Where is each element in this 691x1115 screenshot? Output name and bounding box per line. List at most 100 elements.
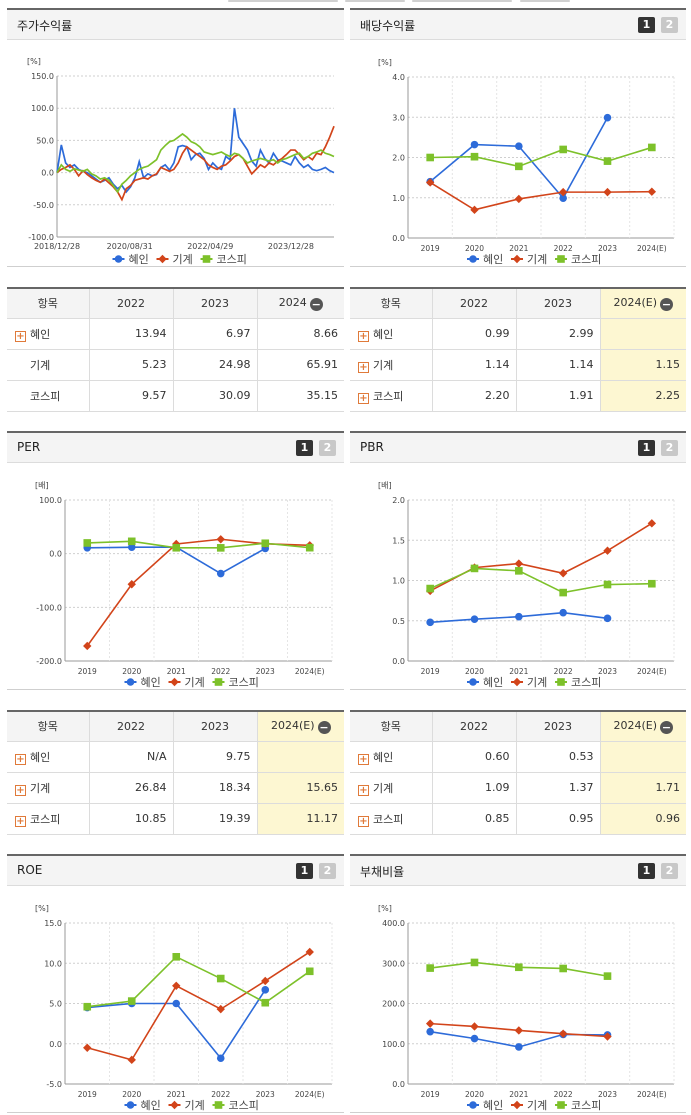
row-label: + 혜인 (7, 318, 89, 350)
chart-view-2-button[interactable]: 2 (661, 17, 678, 33)
chart-view-1-button[interactable]: 1 (638, 440, 655, 456)
series-line (56, 132, 335, 194)
legend-label: 코스피 (571, 1099, 601, 1112)
chart-view-2-button[interactable]: 2 (661, 863, 678, 879)
series-line (87, 955, 311, 1008)
chart-view-2-button[interactable]: 2 (319, 863, 336, 879)
table-cell (256, 741, 344, 773)
data-point (172, 981, 181, 990)
table-cell: 1.37 (515, 772, 600, 804)
y-tick-label: 2.0 (392, 496, 405, 505)
col-header: 2023 (172, 711, 257, 742)
table-cell: 1.09 (431, 772, 516, 804)
collapse-icon[interactable]: − (660, 297, 674, 311)
chart-view-1-button[interactable]: 1 (638, 17, 655, 33)
data-point (515, 162, 523, 171)
x-tick-label: 2021 (167, 1090, 186, 1099)
table-cell: 2.25 (599, 380, 686, 412)
data-point (557, 678, 565, 686)
collapse-icon[interactable]: − (317, 720, 331, 734)
data-point (648, 143, 656, 152)
table-row: + 기계 1.09 1.37 1.71 (350, 772, 686, 804)
table-cell: 13.94 (88, 318, 173, 350)
data-point (127, 997, 136, 1005)
tab-fragment[interactable] (412, 0, 512, 2)
expand-icon[interactable]: + (15, 815, 26, 827)
tab-fragment[interactable] (345, 0, 405, 2)
expand-icon[interactable]: + (358, 753, 369, 765)
row-label: +코스피 (350, 803, 432, 835)
expand-icon[interactable]: + (358, 815, 369, 827)
x-tick-label: 2024(E) (637, 1090, 667, 1099)
y-unit-label: [배] (378, 481, 392, 490)
panel-header: ROE 1 2 (7, 856, 344, 886)
expand-icon[interactable]: + (15, 784, 26, 796)
collapse-icon[interactable]: − (309, 297, 323, 311)
tab-fragment[interactable] (228, 0, 338, 2)
table-cell: 9.57 (88, 380, 173, 412)
pbr-chart-svg: [배]2.0 1.5 1.0 0.5 0.0 2019 2020 2021 2022 2023 20… (378, 481, 675, 689)
dividend-table: 항목 2022 2023 2024(E) − + 혜인 0.99 2.99 + 기계 … (350, 287, 686, 412)
y-tick-label: 100.0 (31, 104, 54, 113)
data-point (158, 254, 167, 264)
x-tick-label: 2020/08/31 (107, 242, 153, 251)
y-tick-label: 0.0 (41, 169, 54, 178)
table-cell: 5.23 (88, 349, 173, 381)
table-cell: 18.34 (172, 772, 257, 804)
x-tick-label: 2022 (554, 244, 573, 253)
expand-icon[interactable]: + (15, 330, 26, 342)
y-tick-label: 0.0 (392, 234, 405, 243)
y-tick-label: -5.0 (46, 1080, 62, 1089)
chart-view-1-button[interactable]: 1 (638, 863, 655, 879)
legend-label: 코스피 (217, 253, 247, 266)
data-point (512, 254, 522, 264)
y-tick-label: 2.0 (392, 154, 405, 163)
y-tick-label: -100.0 (28, 233, 54, 242)
x-tick-label: 2023 (598, 1090, 617, 1099)
x-tick-label: 2020 (122, 667, 141, 676)
table-cell: 65.91 (256, 349, 344, 381)
tab-fragment[interactable] (520, 0, 570, 2)
expand-icon[interactable]: + (358, 784, 369, 796)
x-tick-label: 2022 (211, 667, 230, 676)
collapse-icon[interactable]: − (660, 720, 674, 734)
x-tick-label: 2023 (598, 667, 617, 676)
table-row: + 코스피 0.85 0.95 0.96 (350, 803, 686, 835)
x-tick-label: 2023 (256, 667, 275, 676)
expand-icon[interactable]: + (358, 330, 369, 342)
table-cell: 0.60 (431, 741, 516, 773)
y-tick-label: 4.0 (392, 73, 405, 82)
y-tick-label: 150.0 (31, 72, 54, 81)
debt-ratio-chart: [%] 400.0 300.0 200.0 100.0 0.0 2019 2020 2021 20… (350, 887, 686, 1113)
col-header: 2024− (256, 288, 344, 319)
data-point (514, 1026, 524, 1035)
data-point (127, 543, 136, 552)
data-point (216, 569, 225, 578)
x-tick-label: 2020 (465, 244, 484, 253)
chart-view-2-button[interactable]: 2 (319, 440, 336, 456)
table-row: + 혜인 0.99 2.99 (350, 318, 686, 350)
legend-label: 혜인 (141, 676, 161, 689)
data-point (557, 1101, 565, 1109)
legend-label: 혜인 (483, 1099, 503, 1112)
data-point (305, 947, 314, 957)
data-point (515, 1043, 523, 1051)
expand-icon[interactable]: + (358, 361, 369, 373)
data-point (216, 1054, 225, 1063)
top-tab-strip (0, 0, 691, 4)
x-tick-label: 2022 (211, 1090, 230, 1099)
chart-view-2-button[interactable]: 2 (661, 440, 678, 456)
panel-title: 주가수익률 (17, 19, 73, 33)
table-cell: 10.85 (88, 803, 173, 835)
col-header: 2023 (515, 288, 600, 319)
y-tick-label: 0.0 (392, 657, 405, 666)
per-chart: [배] 100.0 0.0 -100.0 -200.0 2019 2020 2021 2022 2… (7, 464, 344, 690)
chart-view-1-button[interactable]: 1 (296, 863, 313, 879)
chart-view-1-button[interactable]: 1 (296, 440, 313, 456)
expand-icon[interactable]: + (15, 753, 26, 765)
y-tick-label: 0.5 (392, 617, 405, 626)
y-tick-label: 5.0 (49, 1000, 62, 1009)
data-point (469, 678, 477, 686)
expand-icon[interactable]: + (358, 392, 369, 404)
data-point (170, 1100, 179, 1110)
